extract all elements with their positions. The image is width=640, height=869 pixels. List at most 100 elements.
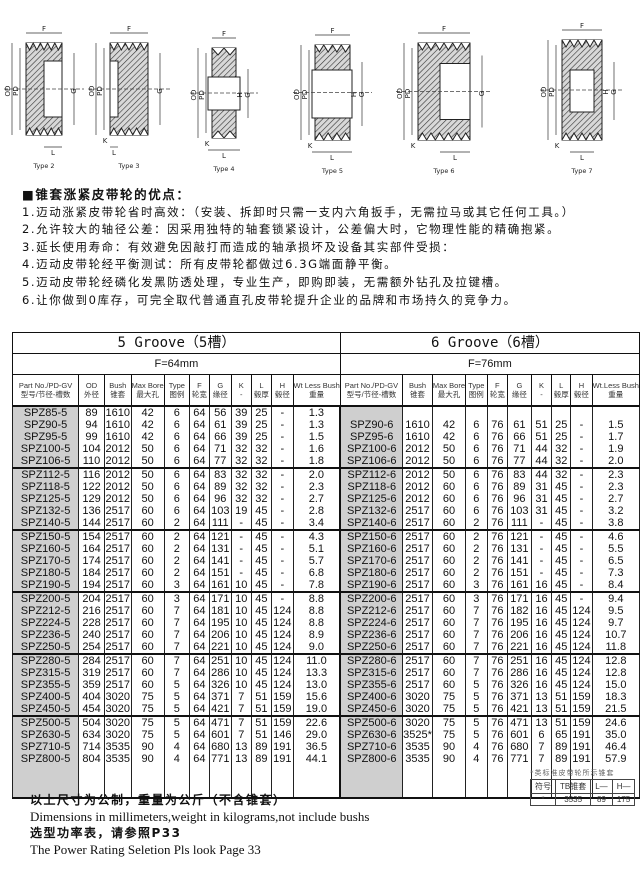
spec-cell: 6 xyxy=(530,729,553,741)
spec-cell: 75 xyxy=(431,715,467,729)
spec-cell: 64 xyxy=(189,443,210,455)
part-number-cell: SPZ112-6 xyxy=(339,467,404,481)
spec-cell: - xyxy=(570,443,593,455)
column-header-text: 缘径 xyxy=(511,390,527,399)
column-header: Wt Less Bush 重量 xyxy=(292,374,341,407)
column-header: F 轮宽 xyxy=(189,374,210,407)
spec-cell: 5 xyxy=(163,691,191,703)
spec-cell: 51 xyxy=(250,691,273,703)
spec-cell: 2012 xyxy=(402,481,433,493)
spec-cell: 2012 xyxy=(103,455,132,468)
spec-cell: 76 xyxy=(486,679,509,691)
belt-grooves-bottom xyxy=(417,132,471,141)
column-header-text: 毂厚 xyxy=(553,390,569,399)
spec-cell: 45 xyxy=(250,529,273,543)
spec-cell: 75 xyxy=(130,729,165,741)
spec-cell: 16 xyxy=(530,629,553,641)
dim-label-od: OD xyxy=(88,86,96,97)
part-number-cell: SPZ95-6 xyxy=(339,431,404,443)
padding-cell xyxy=(507,765,532,799)
spec-cell: 4 xyxy=(163,741,191,753)
spec-cell: 51 xyxy=(250,715,273,729)
spec-cell: 76 xyxy=(486,443,509,455)
part-number-cell: SPZ140-5 xyxy=(11,517,80,530)
spec-cell: 64 xyxy=(189,729,210,741)
spec-cell: 471 xyxy=(507,715,532,729)
spec-cell: 2 xyxy=(163,517,191,530)
spec-cell: 60 xyxy=(130,617,165,629)
padding-cell xyxy=(339,765,404,799)
spec-cell: 2 xyxy=(465,529,488,543)
spec-cell: 326 xyxy=(507,679,532,691)
spec-cell: 124 xyxy=(271,679,294,691)
spec-cell: 45 xyxy=(551,605,572,617)
spec-cell: 3 xyxy=(465,591,488,605)
spec-cell: 75 xyxy=(130,715,165,729)
mini-header: L— xyxy=(590,779,613,794)
spec-cell xyxy=(530,406,553,419)
column-header: G 缘径 xyxy=(208,374,232,407)
spec-cell: 45 xyxy=(250,543,273,555)
spec-cell: 29.0 xyxy=(292,729,341,741)
spec-cell: - xyxy=(271,543,294,555)
spec-cell: 10.7 xyxy=(591,629,640,641)
spec-cell: 44 xyxy=(530,467,553,481)
spec-cell: 57.9 xyxy=(591,753,640,765)
spec-cell: 60 xyxy=(130,567,165,579)
table-row: SPZ132-5 136 2517 60 6 64 103 19 45-2.8 SPZ132-6 2… xyxy=(11,505,640,517)
spec-cell: 204 xyxy=(78,591,105,605)
part-number-cell: SPZ355-6 xyxy=(339,679,404,691)
spec-cell: 2.8 xyxy=(292,505,341,517)
spec-cell: 45 xyxy=(551,629,572,641)
part-number-cell: SPZ250-5 xyxy=(11,641,80,654)
table-row: SPZ180-5 184 2517 60 2 64 151-45-6.8 SPZ180-6 25… xyxy=(11,567,640,579)
spec-cell: 45 xyxy=(250,605,273,617)
part-number-cell: SPZ236-6 xyxy=(339,629,404,641)
spec-cell: 76 xyxy=(486,715,509,729)
table-row: SPZ95-5 99 1610 42 6 64 66 39 25-1.5 SPZ95-6 1610 4… xyxy=(11,431,640,443)
spec-cell: 2517 xyxy=(402,605,433,617)
table-row: SPZ315-5 319 2517 60 7 64 286 10 45 124 13.3 SPZ315… xyxy=(11,667,640,679)
table-row: SPZ140-5 144 2517 60 2 64 111-45-3.4 SPZ140-6 25… xyxy=(11,517,640,530)
spec-cell: 51 xyxy=(551,715,572,729)
spec-cell: 64 xyxy=(189,753,210,765)
spec-cell: 16 xyxy=(530,667,553,679)
spec-cell: - xyxy=(530,555,553,567)
spec-cell: 77 xyxy=(208,455,232,468)
spec-cell: 159 xyxy=(570,703,593,716)
mini-header: 符号 xyxy=(530,779,556,794)
column-header: Part No./PD-GV 型号/节径-槽数 xyxy=(339,374,404,407)
spec-cell: 2517 xyxy=(402,567,433,579)
spec-cell: - xyxy=(271,481,294,493)
spec-cell: 144 xyxy=(78,517,105,530)
advantage-item: 5.迈动皮带轮经磷化发黑防透处理，专业生产，即购即装，无需额外钻孔及拉键槽。 xyxy=(22,274,508,289)
column-header-text: G xyxy=(217,381,224,390)
spec-cell: - xyxy=(570,517,593,530)
spec-cell: 3 xyxy=(163,591,191,605)
spec-cell: - xyxy=(530,543,553,555)
spec-cell: 6 xyxy=(465,467,488,481)
part-number-cell: SPZ90-6 xyxy=(339,419,404,431)
spec-cell: 2517 xyxy=(103,505,132,517)
spec-cell: 2.7 xyxy=(591,493,640,505)
spec-cell: 421 xyxy=(507,703,532,716)
column-header: K- xyxy=(530,374,553,407)
spec-cell: 76 xyxy=(486,691,509,703)
part-number-cell: SPZ400-6 xyxy=(339,691,404,703)
spec-cell: 45 xyxy=(250,629,273,641)
spec-cell: 3020 xyxy=(103,729,132,741)
spec-cell: 471 xyxy=(208,715,232,729)
spec-cell: 96 xyxy=(507,493,532,505)
spec-cell: 22.6 xyxy=(292,715,341,729)
spec-cell: 124 xyxy=(570,605,593,617)
spec-cell: 77 xyxy=(507,455,532,468)
spec-cell: 76 xyxy=(486,467,509,481)
spec-cell: 13.0 xyxy=(292,679,341,691)
spec-cell: 9.4 xyxy=(591,591,640,605)
part-number-cell: SPZ95-5 xyxy=(11,431,80,443)
type-caption: Type 6 xyxy=(432,167,454,175)
spec-cell: 7 xyxy=(465,667,488,679)
table-row: SPZ250-5 254 2517 60 7 64 221 10 45 124 9.0 SPZ250-… xyxy=(11,641,640,654)
part-number-cell: SPZ500-5 xyxy=(11,715,80,729)
spec-cell: 2517 xyxy=(402,591,433,605)
